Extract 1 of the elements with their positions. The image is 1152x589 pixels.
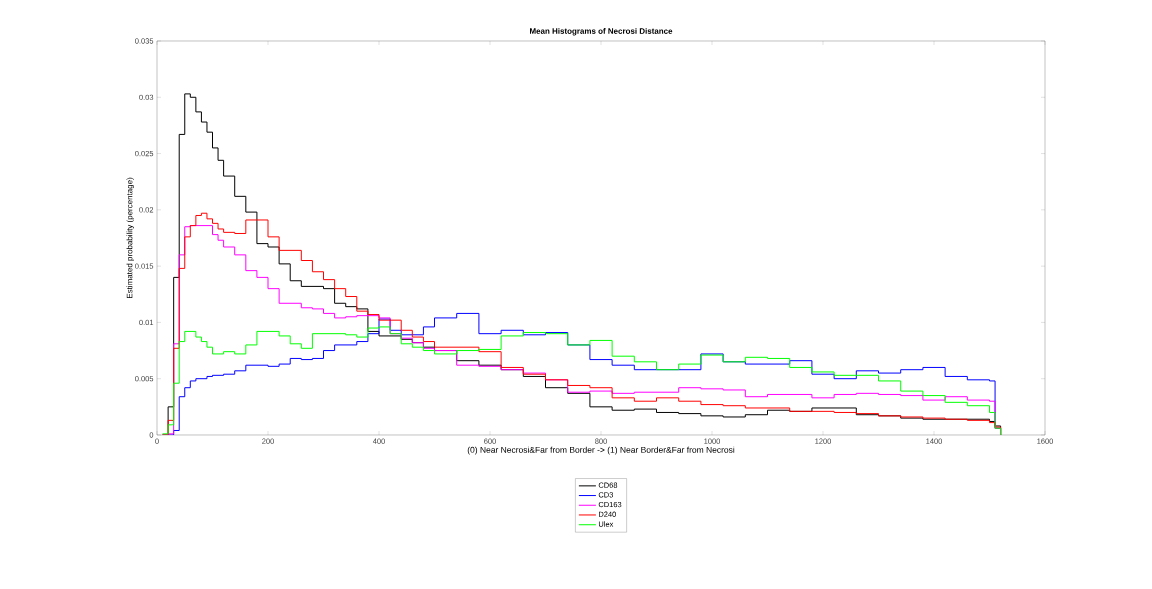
x-axis-title: (0) Near Necrosi&Far from Border -> (1) Near Border&Far from Necrosi [467, 446, 735, 455]
